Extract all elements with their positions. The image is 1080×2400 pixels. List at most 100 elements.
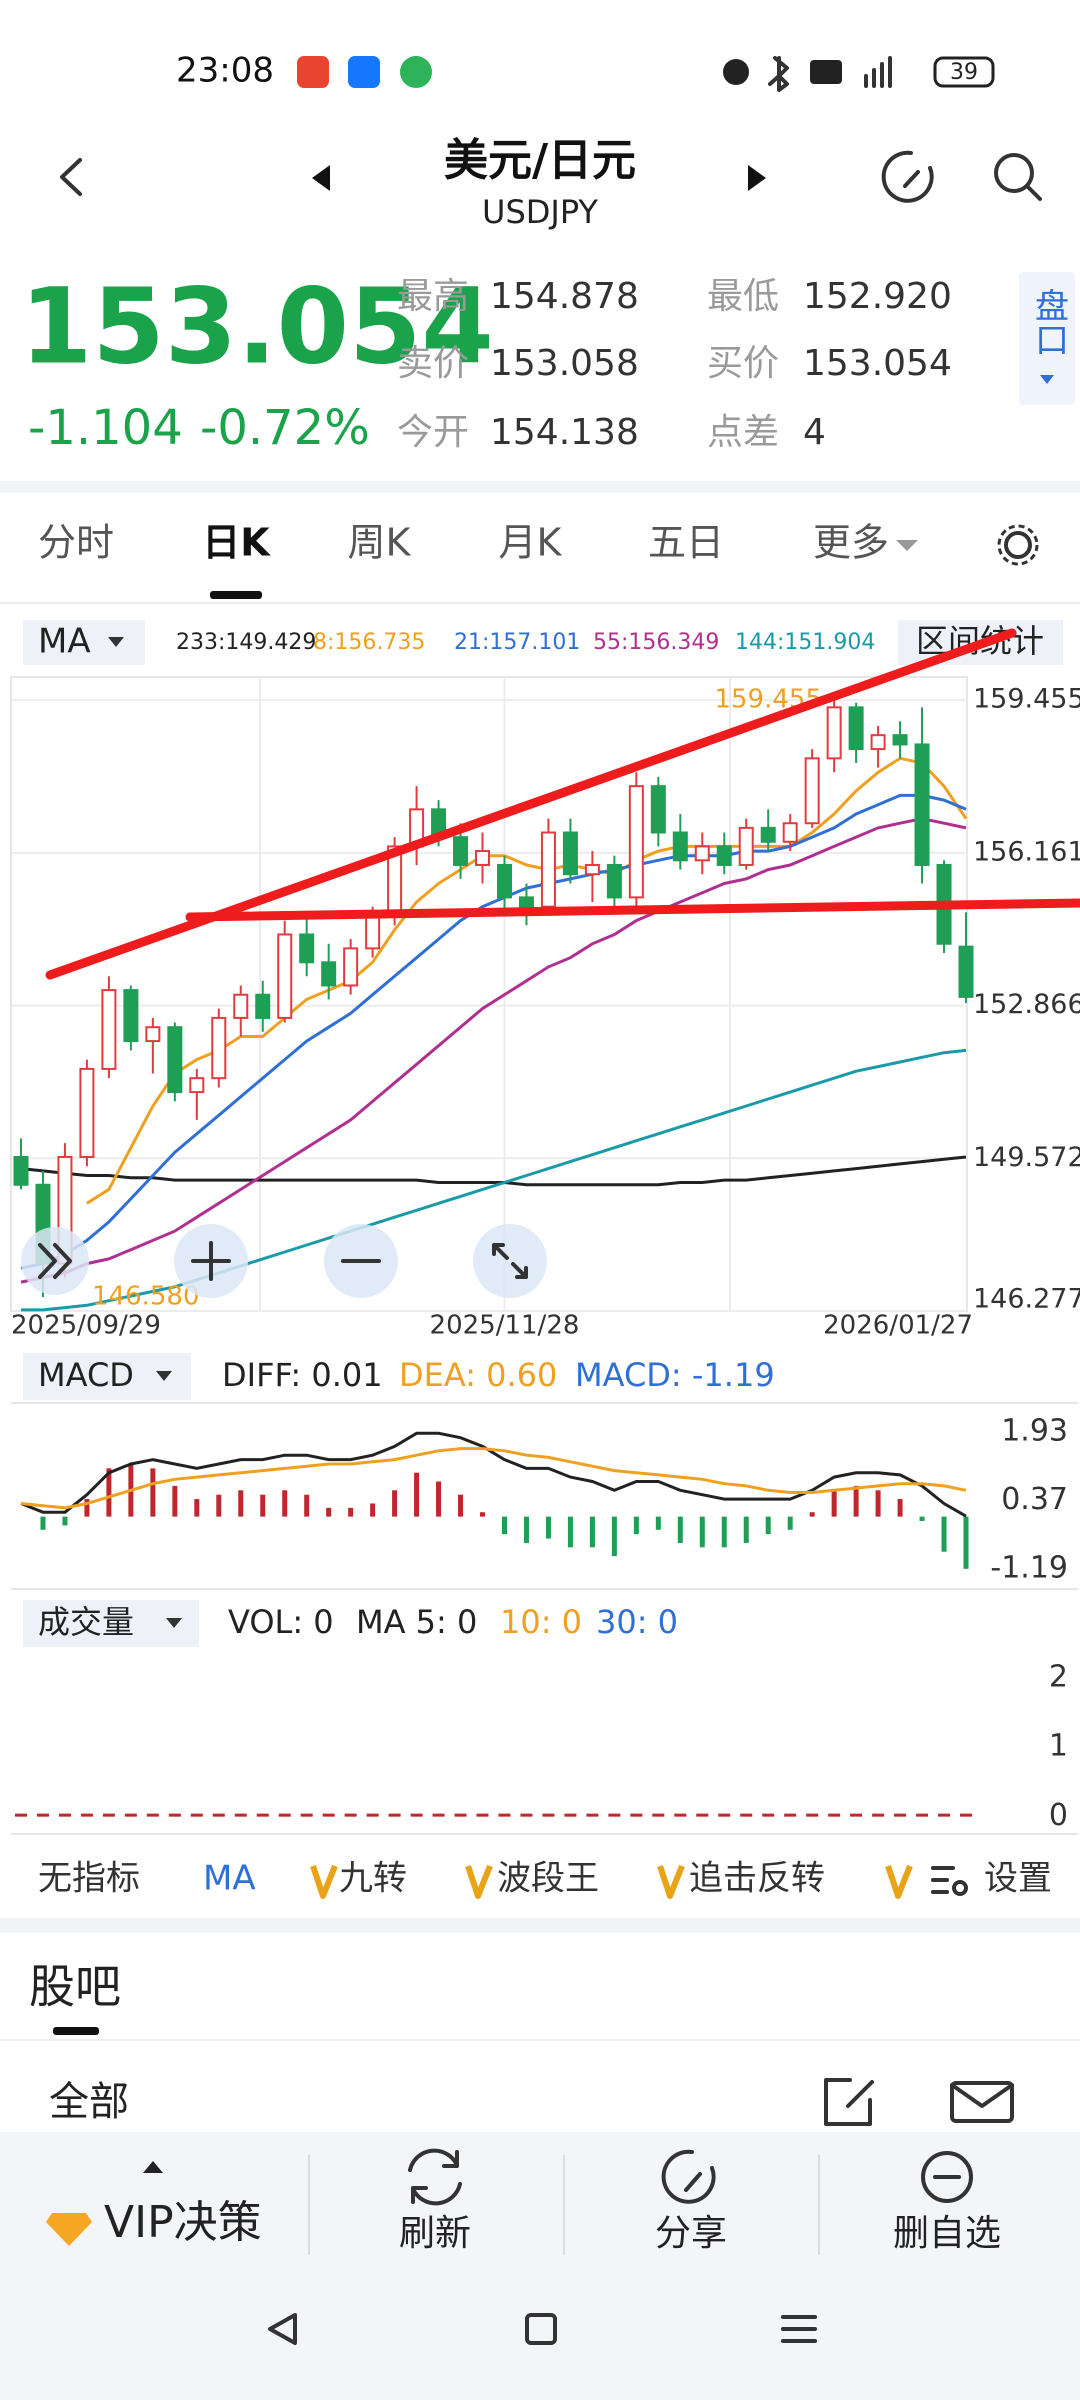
panel-button[interactable] — [1019, 272, 1075, 405]
candle-body — [101, 989, 117, 1070]
volume-bar — [300, 1813, 313, 1817]
y-tick-label: 146.277 — [973, 1284, 1080, 1315]
volume-bar — [80, 1813, 93, 1817]
macd-bar — [743, 1516, 749, 1543]
indicator-line — [20, 1155, 967, 1187]
fullscreen-icon — [492, 1243, 528, 1279]
volume-bar — [674, 1813, 687, 1817]
candle-body — [782, 822, 798, 843]
search-button[interactable] — [994, 153, 1034, 193]
indicator-tab[interactable]: 九转 — [339, 1859, 407, 1899]
action-label[interactable]: 删自选 — [893, 2213, 1001, 2254]
volume-bar — [564, 1813, 577, 1817]
indicator-line — [20, 817, 967, 1284]
volume-bar — [652, 1813, 665, 1817]
indicator-tab[interactable]: 波段王 — [497, 1859, 599, 1899]
refresh-button[interactable] — [881, 150, 934, 203]
stat-label: 点差 — [707, 412, 779, 453]
price-change: -1.104 — [28, 400, 183, 456]
macd-bar — [260, 1494, 266, 1517]
quote-stats: 最高 154.878 最低 152.920 卖价 153.058 买价 153.054 今开 15… — [397, 276, 952, 453]
panel-button-label[interactable]: 盘口 — [1029, 288, 1069, 356]
indicator-tab[interactable]: MA — [203, 1859, 256, 1899]
action-label[interactable]: 分享 — [655, 2213, 727, 2254]
indicator-label[interactable]: MACD — [38, 1356, 134, 1394]
volume-bar — [806, 1813, 819, 1817]
candle-body — [628, 785, 644, 899]
price-change-pct: -0.72% — [200, 400, 370, 456]
indicator-label[interactable]: 成交量 — [38, 1603, 134, 1641]
alarm-icon — [723, 59, 749, 85]
tab-underline — [53, 2027, 99, 2035]
settings-icon — [931, 1866, 955, 1894]
vip-badge — [465, 1864, 493, 1899]
action-label[interactable]: VIP决策 — [104, 2197, 262, 2248]
indicator-tab[interactable]: 追击反转 — [689, 1859, 825, 1899]
indicator-label[interactable]: MA — [38, 622, 91, 662]
prev-button[interactable] — [312, 165, 330, 191]
expand-arrow — [143, 2161, 163, 2173]
macd-bar — [589, 1516, 595, 1548]
volume-bar — [58, 1813, 71, 1817]
y-tick-label: -1.19 — [990, 1550, 1068, 1585]
dropdown-arrow — [108, 637, 124, 647]
period-tab[interactable]: 月K — [499, 521, 563, 565]
candle-body — [518, 896, 534, 908]
stat-value: 154.138 — [490, 412, 639, 453]
post-button[interactable] — [824, 2078, 874, 2126]
volume-bar — [168, 1813, 181, 1817]
action-label[interactable]: 刷新 — [399, 2213, 471, 2254]
volume-bar — [608, 1813, 621, 1817]
symbol: USDJPY — [482, 193, 598, 231]
battery-level: 39 — [950, 60, 978, 85]
candle-body — [496, 863, 512, 899]
remove-icon — [921, 2151, 973, 2203]
candle-body — [299, 933, 315, 964]
period-tab[interactable]: 日K — [202, 521, 271, 565]
legend-item: 10: 0 — [500, 1603, 582, 1641]
indicator-tab[interactable]: 无指标 — [38, 1859, 140, 1899]
nav-menu[interactable] — [781, 2315, 817, 2343]
back-button[interactable] — [60, 158, 82, 196]
legend-item: 144:151.904 — [735, 630, 875, 655]
y-tick-label: 1 — [1049, 1729, 1068, 1764]
macd-bar — [62, 1516, 68, 1526]
nav-home[interactable] — [525, 2313, 557, 2345]
fullscreen-button[interactable] — [473, 1224, 547, 1298]
candle-body — [343, 947, 359, 987]
legend-item: 233:149.429 — [176, 630, 316, 655]
stat-label: 买价 — [707, 343, 779, 384]
macd-bar — [721, 1516, 727, 1548]
volume-bar — [322, 1813, 335, 1817]
legend-item: MACD: -1.19 — [575, 1356, 775, 1394]
volume-bar — [36, 1813, 49, 1817]
settings-label[interactable]: 设置 — [984, 1859, 1052, 1899]
trend-line — [45, 628, 1017, 980]
period-tab[interactable]: 更多 — [813, 521, 889, 565]
nav-back[interactable] — [268, 2313, 297, 2345]
signal-icon — [864, 56, 892, 88]
y-tick-label: 2 — [1049, 1659, 1068, 1694]
forum-filter[interactable]: 全部 — [49, 2079, 129, 2125]
candle-body — [189, 1077, 205, 1094]
vip-icon — [46, 2213, 92, 2246]
macd-bar — [567, 1516, 573, 1548]
next-button[interactable] — [748, 165, 766, 191]
vip-badge — [657, 1864, 685, 1899]
settings-button[interactable] — [1004, 531, 1032, 559]
indicator-select[interactable] — [23, 1600, 199, 1647]
message-button[interactable] — [950, 2081, 1014, 2123]
more-arrow — [896, 540, 918, 551]
macd-bar — [84, 1499, 90, 1517]
period-tab[interactable]: 五日 — [648, 521, 724, 565]
period-tab[interactable]: 分时 — [38, 521, 114, 565]
indicator-line — [21, 1048, 967, 1312]
legend-item: 55:156.349 — [593, 630, 719, 655]
indicator-select[interactable] — [23, 620, 145, 665]
volume-bar — [696, 1813, 709, 1817]
period-tab[interactable]: 周K — [348, 521, 412, 565]
macd-bar — [787, 1516, 793, 1530]
indicator-line — [86, 756, 968, 1205]
candle-body — [540, 831, 556, 908]
